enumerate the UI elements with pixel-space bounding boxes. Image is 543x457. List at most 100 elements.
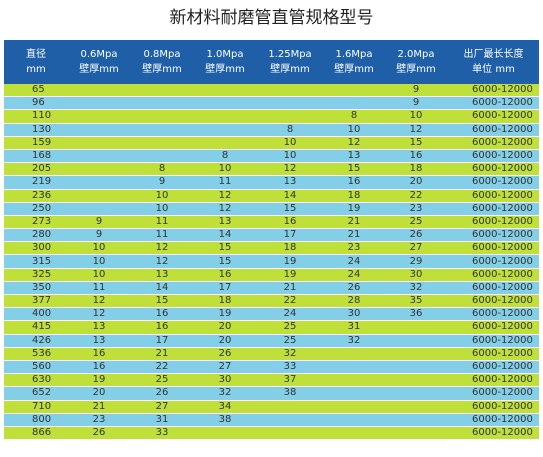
thickness-cell: 20 bbox=[68, 386, 130, 401]
thickness-cell: 16 bbox=[68, 347, 130, 361]
table-row: 652 20 26 32 38 6000-12000 bbox=[4, 386, 539, 401]
thickness-cell: 24 bbox=[324, 268, 384, 282]
thickness-cell: 18 bbox=[384, 162, 448, 177]
thickness-cell: 22 bbox=[256, 294, 324, 309]
length-cell: 6000-12000 bbox=[448, 109, 539, 124]
diameter-cell: 250 bbox=[4, 202, 68, 216]
thickness-cell bbox=[130, 109, 194, 124]
thickness-cell bbox=[68, 202, 130, 216]
thickness-cell: 30 bbox=[194, 373, 256, 388]
thickness-cell: 12 bbox=[130, 254, 194, 269]
table-row: 325 10 13 16 19 24 30 6000-12000 bbox=[4, 268, 539, 282]
table-row: 280 9 11 14 17 21 26 6000-12000 bbox=[4, 228, 539, 243]
thickness-cell: 8 bbox=[130, 162, 194, 177]
thickness-cell bbox=[384, 320, 448, 335]
header-0.8mpa: 0.8Mpa 壁厚mm bbox=[130, 40, 194, 84]
diameter-cell: 652 bbox=[4, 386, 68, 401]
thickness-cell: 10 bbox=[194, 162, 256, 177]
thickness-cell: 26 bbox=[324, 281, 384, 296]
thickness-cell bbox=[384, 413, 448, 427]
table-row: 96 9 6000-12000 bbox=[4, 96, 539, 111]
thickness-cell: 23 bbox=[324, 241, 384, 256]
length-cell: 6000-12000 bbox=[448, 347, 539, 361]
spec-table: 直径 mm 0.6Mpa 壁厚mm 0.8Mpa 壁厚mm 1.0Mpa 壁厚mm 1.… bbox=[4, 40, 539, 441]
thickness-cell bbox=[324, 373, 384, 388]
thickness-cell: 32 bbox=[324, 334, 384, 348]
table-row: 866 26 33 6000-12000 bbox=[4, 426, 539, 441]
thickness-cell: 18 bbox=[324, 189, 384, 203]
thickness-cell: 35 bbox=[384, 294, 448, 309]
header-0.6mpa: 0.6Mpa 壁厚mm bbox=[68, 40, 130, 84]
thickness-cell: 36 bbox=[384, 307, 448, 322]
diameter-cell: 710 bbox=[4, 400, 68, 414]
thickness-cell: 16 bbox=[384, 149, 448, 164]
thickness-cell bbox=[194, 96, 256, 111]
thickness-cell: 16 bbox=[130, 307, 194, 322]
thickness-cell: 10 bbox=[324, 123, 384, 137]
thickness-cell bbox=[68, 162, 130, 177]
thickness-cell bbox=[256, 84, 324, 98]
length-cell: 6000-12000 bbox=[448, 334, 539, 348]
thickness-cell: 12 bbox=[194, 202, 256, 216]
thickness-cell: 17 bbox=[194, 281, 256, 296]
diameter-cell: 866 bbox=[4, 426, 68, 441]
thickness-cell bbox=[324, 386, 384, 401]
thickness-cell bbox=[194, 84, 256, 98]
thickness-cell: 38 bbox=[194, 413, 256, 427]
thickness-cell bbox=[68, 109, 130, 124]
diameter-cell: 350 bbox=[4, 281, 68, 296]
thickness-cell bbox=[68, 175, 130, 190]
thickness-cell: 15 bbox=[194, 254, 256, 269]
thickness-cell bbox=[324, 360, 384, 375]
thickness-cell: 10 bbox=[256, 149, 324, 164]
length-cell: 6000-12000 bbox=[448, 281, 539, 296]
thickness-cell bbox=[324, 347, 384, 361]
thickness-cell: 11 bbox=[130, 215, 194, 230]
thickness-cell: 21 bbox=[256, 281, 324, 296]
thickness-cell: 32 bbox=[256, 347, 324, 361]
header-2.0mpa: 2.0Mpa 壁厚mm bbox=[384, 40, 448, 84]
thickness-cell: 11 bbox=[194, 175, 256, 190]
thickness-cell: 22 bbox=[130, 360, 194, 375]
thickness-cell: 18 bbox=[256, 241, 324, 256]
thickness-cell: 34 bbox=[194, 400, 256, 414]
thickness-cell: 21 bbox=[324, 228, 384, 243]
diameter-cell: 415 bbox=[4, 320, 68, 335]
thickness-cell bbox=[130, 84, 194, 98]
thickness-cell bbox=[130, 136, 194, 150]
length-cell: 6000-12000 bbox=[448, 268, 539, 282]
thickness-cell: 16 bbox=[324, 175, 384, 190]
thickness-cell: 19 bbox=[256, 254, 324, 269]
thickness-cell bbox=[324, 426, 384, 441]
thickness-cell: 15 bbox=[256, 202, 324, 216]
thickness-cell bbox=[194, 123, 256, 137]
thickness-cell bbox=[256, 109, 324, 124]
thickness-cell: 12 bbox=[324, 136, 384, 150]
thickness-cell: 31 bbox=[324, 320, 384, 335]
thickness-cell: 20 bbox=[194, 334, 256, 348]
thickness-cell: 13 bbox=[324, 149, 384, 164]
thickness-cell: 13 bbox=[194, 215, 256, 230]
diameter-cell: 110 bbox=[4, 109, 68, 124]
thickness-cell: 19 bbox=[324, 202, 384, 216]
diameter-cell: 800 bbox=[4, 413, 68, 427]
thickness-cell: 12 bbox=[68, 294, 130, 309]
thickness-cell: 14 bbox=[256, 189, 324, 203]
thickness-cell: 13 bbox=[68, 334, 130, 348]
table-row: 315 10 12 15 19 24 29 6000-12000 bbox=[4, 254, 539, 269]
thickness-cell bbox=[384, 386, 448, 401]
thickness-cell: 27 bbox=[194, 360, 256, 375]
table-row: 350 11 14 17 21 26 32 6000-12000 bbox=[4, 281, 539, 296]
thickness-cell: 19 bbox=[256, 268, 324, 282]
thickness-cell: 10 bbox=[130, 189, 194, 203]
length-cell: 6000-12000 bbox=[448, 386, 539, 401]
thickness-cell: 9 bbox=[68, 215, 130, 230]
thickness-cell: 12 bbox=[68, 307, 130, 322]
diameter-cell: 65 bbox=[4, 84, 68, 98]
thickness-cell: 10 bbox=[68, 268, 130, 282]
length-cell: 6000-12000 bbox=[448, 215, 539, 230]
thickness-cell: 23 bbox=[384, 202, 448, 216]
diameter-cell: 273 bbox=[4, 215, 68, 230]
diameter-cell: 315 bbox=[4, 254, 68, 269]
table-row: 159 10 12 15 6000-12000 bbox=[4, 136, 539, 150]
